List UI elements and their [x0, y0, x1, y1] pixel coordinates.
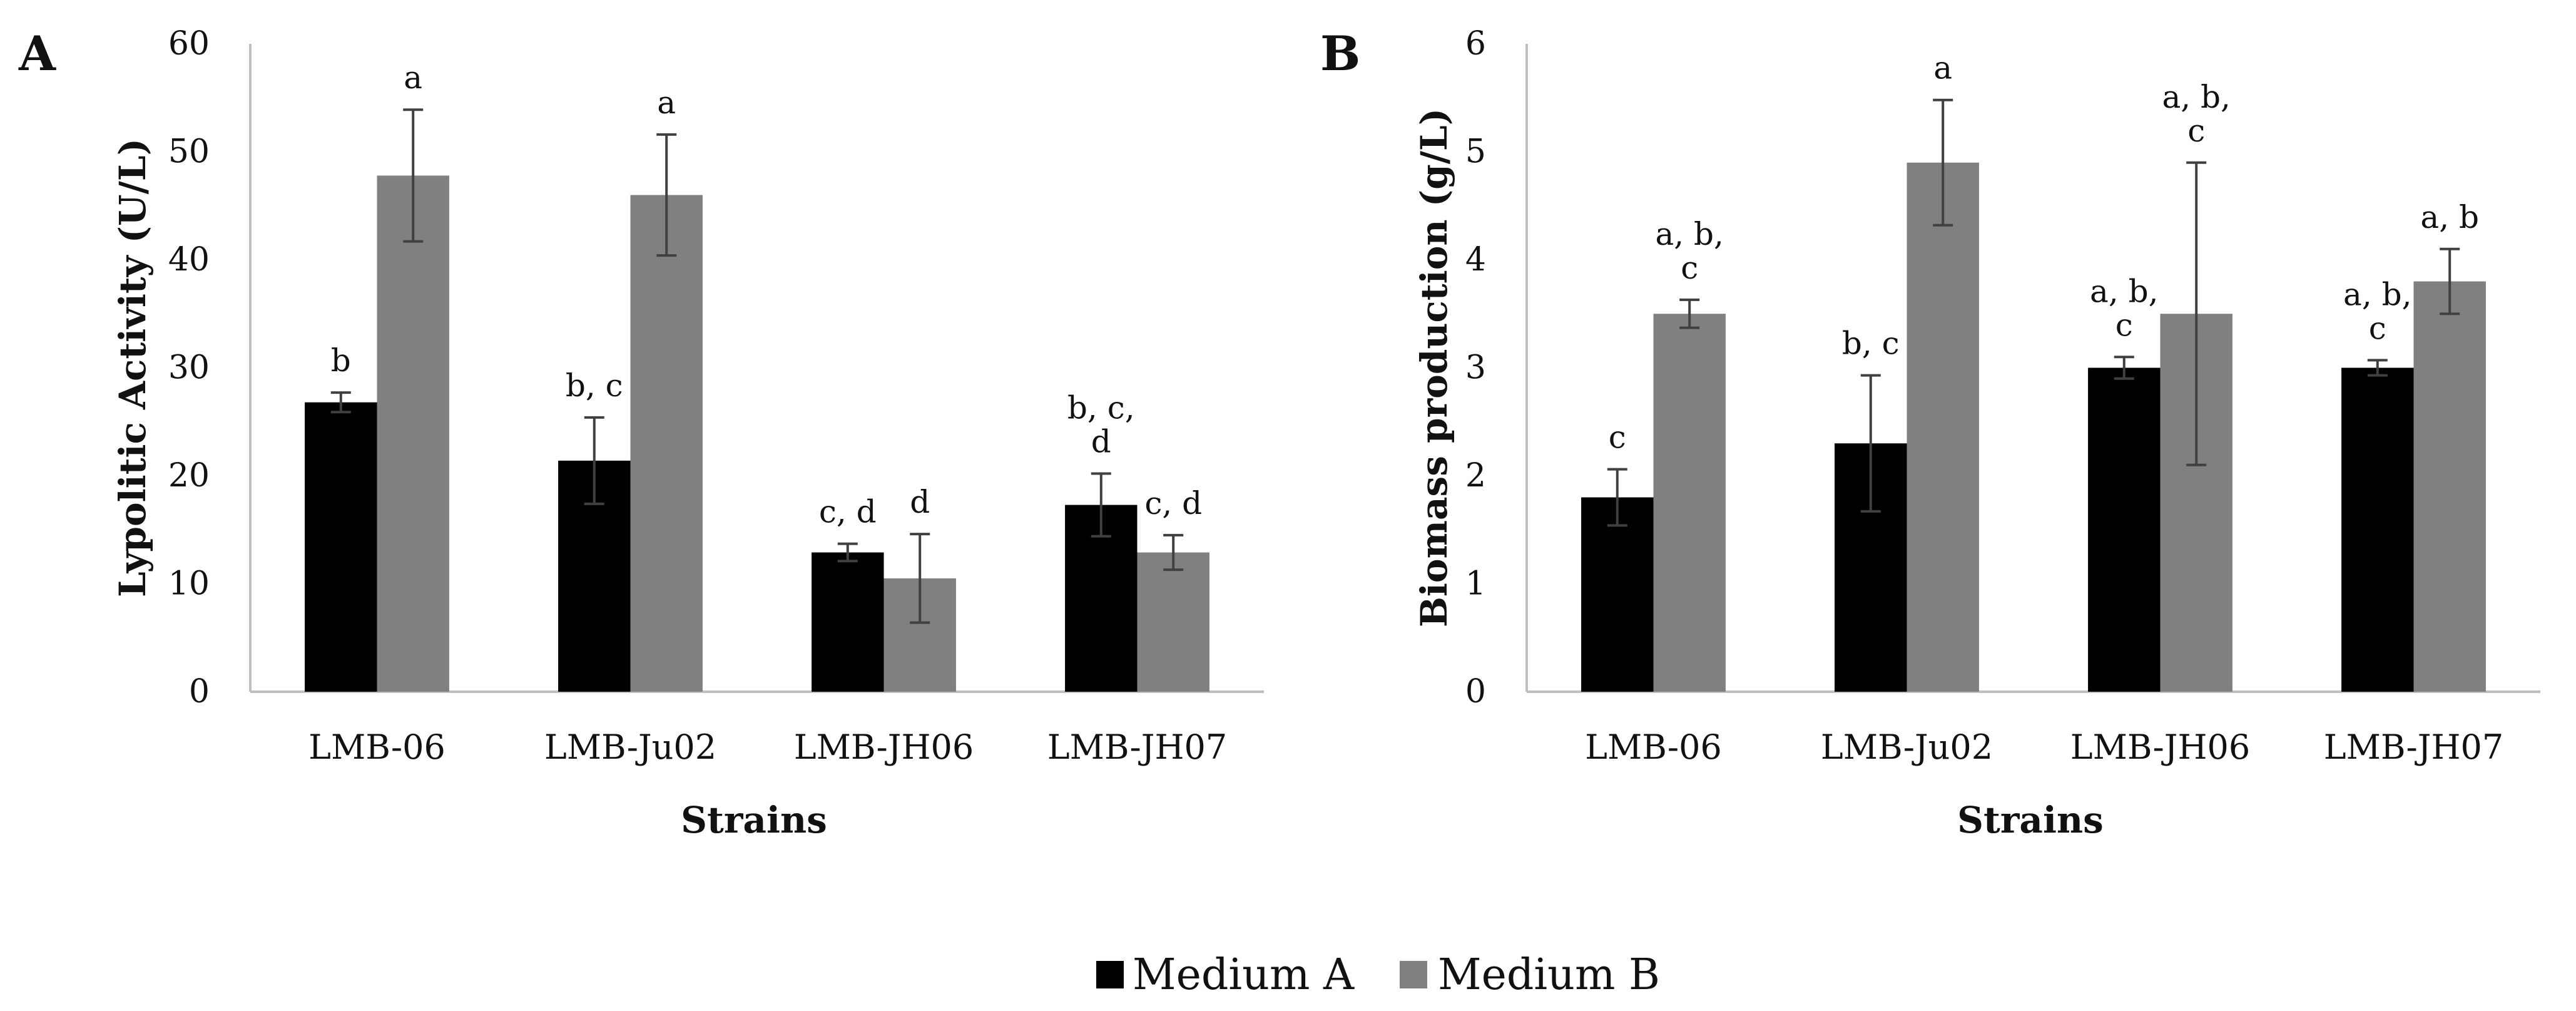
y-axis-title: Lypolitic Activity (U/L): [111, 138, 154, 597]
bar-medium-b: [1653, 314, 1726, 692]
significance-label: b, c: [566, 367, 623, 404]
legend-label-medium-a: Medium A: [1133, 950, 1355, 1000]
significance-label: c: [1609, 419, 1626, 456]
category-label: LMB-Ju02: [544, 727, 716, 767]
x-axis-title: Strains: [681, 799, 827, 841]
y-tick-label: 20: [168, 457, 210, 495]
category-label: LMB-JH06: [2070, 727, 2251, 767]
y-tick-label: 0: [189, 673, 210, 711]
significance-label: c, d: [819, 494, 877, 530]
significance-label: a, b, c: [1655, 216, 1724, 286]
y-tick-label: 4: [1465, 241, 1486, 279]
y-tick-label: 30: [168, 349, 210, 387]
y-tick-label: 10: [168, 565, 210, 603]
category-label: LMB-JH07: [1047, 727, 1228, 767]
x-axis-title: Strains: [1957, 799, 2104, 841]
y-tick-label: 3: [1465, 349, 1486, 387]
significance-label: a, b, c: [2090, 273, 2159, 343]
category-labels: LMB-06 LMB-Ju02 LMB-JH06 LMB-JH07: [308, 727, 1227, 767]
bar-medium-a: [1581, 497, 1654, 692]
bar-medium-a: [2088, 367, 2161, 692]
bar-medium-a: [305, 402, 377, 692]
legend-label-medium-b: Medium B: [1438, 950, 1660, 1000]
category-label: LMB-06: [308, 727, 445, 767]
significance-label: a, b, c: [2343, 276, 2412, 346]
y-tick-label: 5: [1465, 133, 1486, 171]
legend: Medium A Medium B: [1096, 950, 1660, 1000]
significance-label: a: [404, 59, 422, 96]
bar-medium-a: [812, 552, 884, 692]
significance-label: b, c: [1842, 326, 1900, 362]
bar-medium-b: [1907, 162, 1979, 692]
bar-medium-b: [2413, 281, 2486, 692]
bar-medium-a: [2341, 367, 2414, 692]
category-label: LMB-Ju02: [1821, 727, 1993, 767]
bar-medium-b: [630, 195, 703, 692]
y-tick-label: 0: [1465, 673, 1486, 711]
y-tick-label: 60: [168, 25, 210, 63]
legend-swatch-medium-b: [1400, 961, 1427, 988]
category-label: LMB-JH07: [2324, 727, 2504, 767]
panel-b: B 0 1 2 3 4 5 6 c a, b, c b, c a a, b, c a, b, c a, b, c…: [1320, 25, 2540, 841]
significance-label: a: [657, 85, 676, 121]
significance-label: b, c, d: [1067, 390, 1135, 460]
bar-medium-b: [377, 175, 449, 692]
significance-label: c, d: [1144, 485, 1202, 521]
bars: bab, cac, d db, c, dc, d: [305, 59, 1209, 692]
category-label: LMB-06: [1585, 727, 1722, 767]
significance-label: b: [331, 342, 351, 379]
category-label: LMB-JH06: [794, 727, 974, 767]
significance-label: a: [1933, 50, 1952, 86]
y-tick-label: 50: [168, 133, 210, 171]
y-axis-title: Biomass production (g/L): [1413, 108, 1455, 627]
category-labels: LMB-06 LMB-Ju02 LMB-JH06 LMB-JH07: [1585, 727, 2503, 767]
y-tick-label: 1: [1465, 565, 1486, 603]
bars: c a, b, c b, c a a, b, c a, b, c a, b, c a, b: [1581, 50, 2486, 692]
y-tick-label: 6: [1465, 25, 1486, 63]
significance-label: d: [910, 484, 930, 520]
bar-medium-b: [1137, 552, 1209, 692]
legend-swatch-medium-a: [1096, 961, 1124, 988]
significance-label: a, b, c: [2162, 79, 2231, 149]
panel-letter: A: [18, 26, 56, 81]
panel-letter: B: [1320, 26, 1360, 81]
y-tick-label: 40: [168, 241, 210, 279]
significance-label: a, b: [2420, 199, 2479, 235]
y-tick-label: 2: [1465, 457, 1486, 495]
